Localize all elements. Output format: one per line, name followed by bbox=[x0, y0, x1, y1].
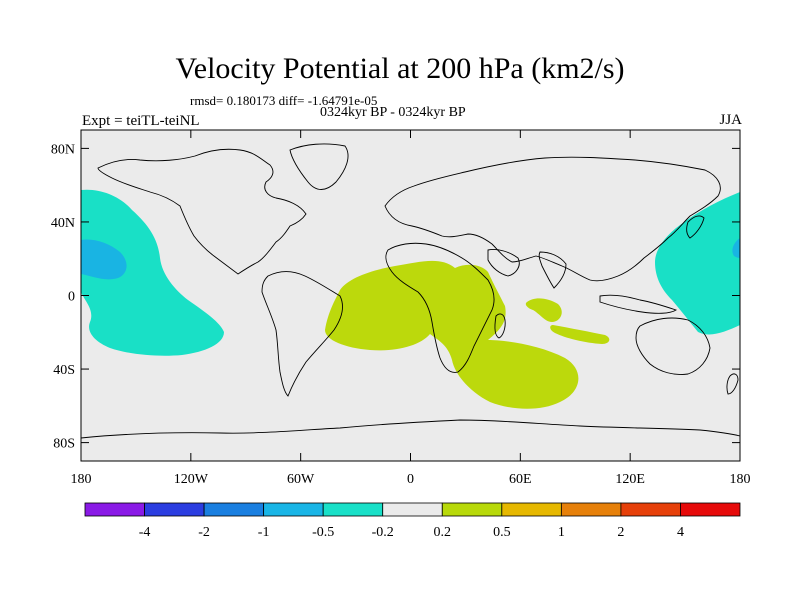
colorbar-swatch bbox=[680, 502, 741, 517]
coastline-japan bbox=[686, 215, 705, 239]
lon-label: 60E bbox=[509, 472, 532, 487]
coastline-indonesia bbox=[599, 294, 678, 314]
colorbar-swatch bbox=[382, 502, 443, 517]
season-label: JJA bbox=[719, 112, 742, 128]
coastline-greenland bbox=[289, 143, 349, 190]
lon-label: 180 bbox=[730, 472, 751, 487]
positive-anomaly-indian-ocean-streak bbox=[550, 325, 610, 344]
longitude-axis: 180 120W 60W 0 60E 120E 180 bbox=[71, 130, 751, 487]
negative-anomaly-west-pacific bbox=[655, 192, 740, 335]
map-title: Velocity Potential at 200 hPa (km2/s) bbox=[175, 52, 625, 85]
colorbar-label: -0.2 bbox=[372, 525, 394, 540]
colorbar-swatch bbox=[620, 502, 681, 517]
latitude-axis: 80N 40N 0 40S 80S bbox=[51, 142, 740, 452]
lon-label: 0 bbox=[407, 472, 414, 487]
colorbar: -4 -2 -1 -0.5 -0.2 0.2 0.5 1 2 4 bbox=[84, 502, 741, 540]
colorbar-swatch bbox=[560, 502, 622, 517]
lat-label: 80S bbox=[53, 437, 75, 452]
lon-label: 180 bbox=[71, 472, 92, 487]
colorbar-swatch bbox=[322, 502, 384, 517]
lat-label: 40N bbox=[51, 216, 75, 231]
colorbar-swatch bbox=[84, 502, 145, 517]
coastline-new-zealand bbox=[726, 373, 739, 395]
colorbar-swatch bbox=[203, 502, 265, 517]
coastline-africa bbox=[385, 242, 495, 373]
anomaly-fields bbox=[81, 189, 740, 409]
coastline-antarctica bbox=[80, 419, 741, 439]
colorbar-label: 0.2 bbox=[434, 525, 452, 540]
lon-label: 120E bbox=[615, 472, 645, 487]
colorbar-label: 2 bbox=[617, 525, 624, 540]
colorbar-swatch bbox=[441, 502, 503, 517]
experiment-label: Expt = teiTL-teiNL bbox=[82, 113, 200, 129]
coastlines bbox=[80, 143, 741, 439]
coastline-eurasia bbox=[384, 156, 721, 282]
lat-label: 40S bbox=[53, 363, 75, 378]
period-label: 0324kyr BP - 0324kyr BP bbox=[320, 105, 466, 120]
stats-label: rmsd= 0.180173 diff= -1.64791e-05 bbox=[190, 93, 378, 108]
lon-label: 120W bbox=[174, 472, 209, 487]
colorbar-label: 4 bbox=[677, 525, 684, 540]
colorbar-swatch bbox=[263, 502, 324, 517]
positive-anomaly-indian-ocean-patch bbox=[525, 298, 562, 322]
colorbar-label: 0.5 bbox=[493, 525, 511, 540]
strong-negative-core-west bbox=[81, 239, 127, 280]
lat-label: 0 bbox=[68, 290, 75, 305]
strong-negative-core-east bbox=[732, 238, 740, 258]
colorbar-label: -2 bbox=[198, 525, 210, 540]
coastline-australia bbox=[635, 317, 711, 375]
coastline-south-america bbox=[261, 271, 343, 397]
colorbar-label: 1 bbox=[558, 525, 565, 540]
coastline-north-america bbox=[97, 148, 307, 275]
colorbar-swatch bbox=[501, 502, 562, 517]
colorbar-label: -0.5 bbox=[312, 525, 334, 540]
coastline-india bbox=[538, 251, 567, 289]
colorbar-swatch bbox=[144, 502, 205, 517]
positive-anomaly-africa bbox=[325, 260, 579, 409]
lat-label: 80N bbox=[51, 142, 75, 157]
coastline-madagascar bbox=[494, 313, 506, 339]
lon-label: 60W bbox=[287, 472, 315, 487]
colorbar-label: -4 bbox=[139, 525, 151, 540]
coastline-arabia bbox=[487, 249, 520, 277]
colorbar-label: -1 bbox=[258, 525, 270, 540]
negative-anomaly-east-pacific bbox=[81, 189, 224, 356]
